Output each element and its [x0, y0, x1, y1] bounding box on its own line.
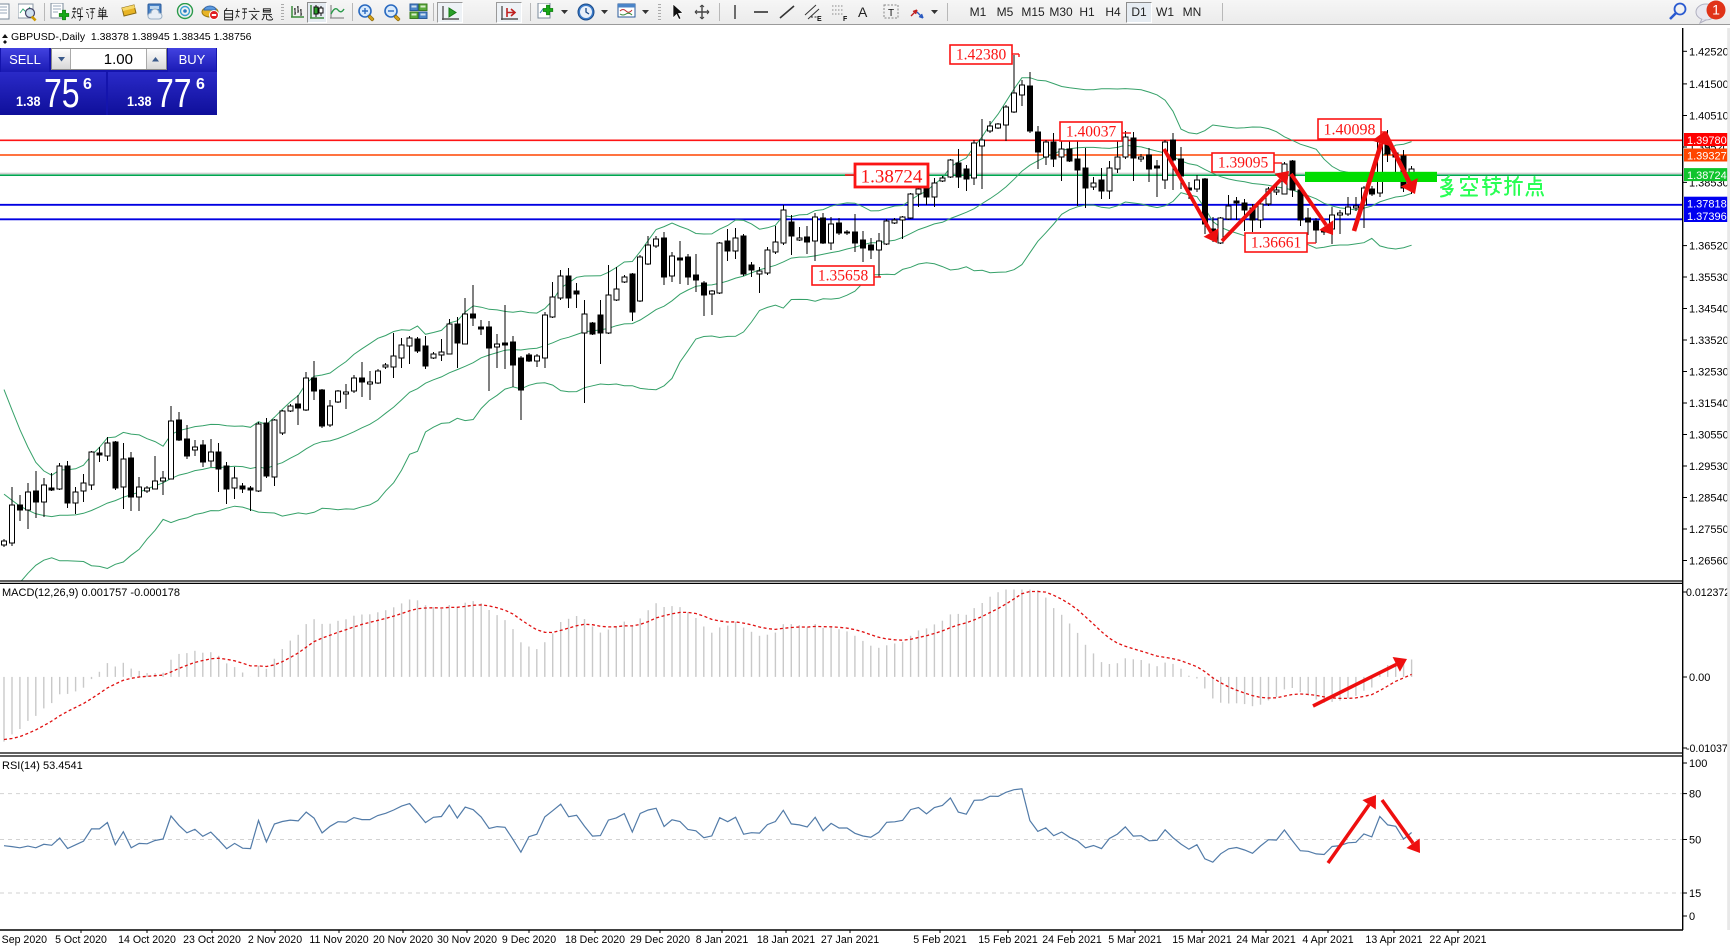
- svg-text:22 Apr 2021: 22 Apr 2021: [1429, 934, 1486, 946]
- svg-text:1.37396: 1.37396: [1687, 211, 1727, 223]
- svg-text:2 Nov 2020: 2 Nov 2020: [248, 934, 302, 946]
- svg-text:30 Nov 2020: 30 Nov 2020: [437, 934, 497, 946]
- svg-text:1.32530: 1.32530: [1689, 367, 1729, 379]
- svg-text:80: 80: [1689, 789, 1701, 801]
- svg-text:1.36520: 1.36520: [1689, 241, 1729, 253]
- svg-text:E: E: [817, 16, 822, 23]
- svg-text:T: T: [888, 8, 894, 19]
- svg-text:1.38724: 1.38724: [1687, 170, 1727, 182]
- svg-text:1.28540: 1.28540: [1689, 493, 1729, 505]
- svg-text:27 Jan 2021: 27 Jan 2021: [821, 934, 879, 946]
- svg-text:11 Nov 2020: 11 Nov 2020: [309, 934, 368, 946]
- svg-text:29 Dec 2020: 29 Dec 2020: [630, 934, 690, 946]
- svg-text:1.38724: 1.38724: [861, 167, 923, 188]
- svg-text:0: 0: [1689, 911, 1695, 923]
- svg-text:1.39095: 1.39095: [1218, 155, 1269, 172]
- svg-text:50: 50: [1689, 835, 1701, 847]
- svg-text:1.29530: 1.29530: [1689, 461, 1729, 473]
- svg-text:4 Apr 2021: 4 Apr 2021: [1302, 934, 1353, 946]
- svg-text:1.40098: 1.40098: [1324, 122, 1376, 139]
- svg-text:1.30550: 1.30550: [1689, 430, 1729, 442]
- svg-text:14 Oct 2020: 14 Oct 2020: [118, 934, 176, 946]
- svg-text:0.00: 0.00: [1689, 672, 1710, 684]
- svg-text:1.37818: 1.37818: [1687, 199, 1727, 211]
- svg-text:24 Mar 2021: 24 Mar 2021: [1236, 934, 1296, 946]
- svg-text:1.39780: 1.39780: [1687, 135, 1727, 147]
- svg-text:5 Oct 2020: 5 Oct 2020: [55, 934, 107, 946]
- svg-text:1.39327: 1.39327: [1687, 151, 1727, 163]
- svg-text:15 Feb 2021: 15 Feb 2021: [978, 934, 1038, 946]
- svg-text:5 Feb 2021: 5 Feb 2021: [913, 934, 967, 946]
- svg-text:13 Apr 2021: 13 Apr 2021: [1365, 934, 1422, 946]
- svg-text:1.35530: 1.35530: [1689, 272, 1729, 284]
- svg-text:1.36661: 1.36661: [1251, 235, 1301, 252]
- svg-text:1.33520: 1.33520: [1689, 335, 1729, 347]
- svg-text:24 Feb 2021: 24 Feb 2021: [1042, 934, 1102, 946]
- svg-text:RSI(14) 53.4541: RSI(14) 53.4541: [2, 760, 83, 772]
- svg-text:1.42380: 1.42380: [956, 47, 1007, 64]
- svg-text:-0.010374: -0.010374: [1686, 743, 1730, 755]
- svg-text:9 Dec 2020: 9 Dec 2020: [502, 934, 556, 946]
- svg-text:1.35658: 1.35658: [818, 268, 869, 285]
- svg-text:15 Mar 2021: 15 Mar 2021: [1172, 934, 1232, 946]
- svg-text:1.42520: 1.42520: [1689, 46, 1729, 58]
- svg-text:0.012372: 0.012372: [1686, 587, 1730, 599]
- svg-text:5 Mar 2021: 5 Mar 2021: [1108, 934, 1162, 946]
- svg-text:5 Sep 2020: 5 Sep 2020: [0, 934, 47, 946]
- svg-text:F: F: [843, 16, 848, 23]
- svg-text:15: 15: [1689, 888, 1701, 900]
- svg-text:1.34540: 1.34540: [1689, 304, 1729, 316]
- svg-text:18 Jan 2021: 18 Jan 2021: [757, 934, 815, 946]
- svg-text:1.27550: 1.27550: [1689, 524, 1729, 536]
- svg-text:8 Jan 2021: 8 Jan 2021: [696, 934, 749, 946]
- svg-text:1: 1: [1712, 2, 1720, 18]
- svg-text:20 Nov 2020: 20 Nov 2020: [373, 934, 433, 946]
- svg-text:100: 100: [1689, 758, 1707, 770]
- svg-text:1.40510: 1.40510: [1689, 111, 1729, 123]
- svg-text:1.41500: 1.41500: [1689, 79, 1729, 91]
- svg-text:1.40037: 1.40037: [1066, 124, 1117, 141]
- svg-text:18 Dec 2020: 18 Dec 2020: [565, 934, 625, 946]
- svg-text:1.26560: 1.26560: [1689, 556, 1729, 568]
- svg-text:23 Oct 2020: 23 Oct 2020: [183, 934, 241, 946]
- svg-text:1.31540: 1.31540: [1689, 398, 1729, 410]
- svg-text:MACD(12,26,9) 0.001757 -0.0001: MACD(12,26,9) 0.001757 -0.000178: [2, 587, 180, 599]
